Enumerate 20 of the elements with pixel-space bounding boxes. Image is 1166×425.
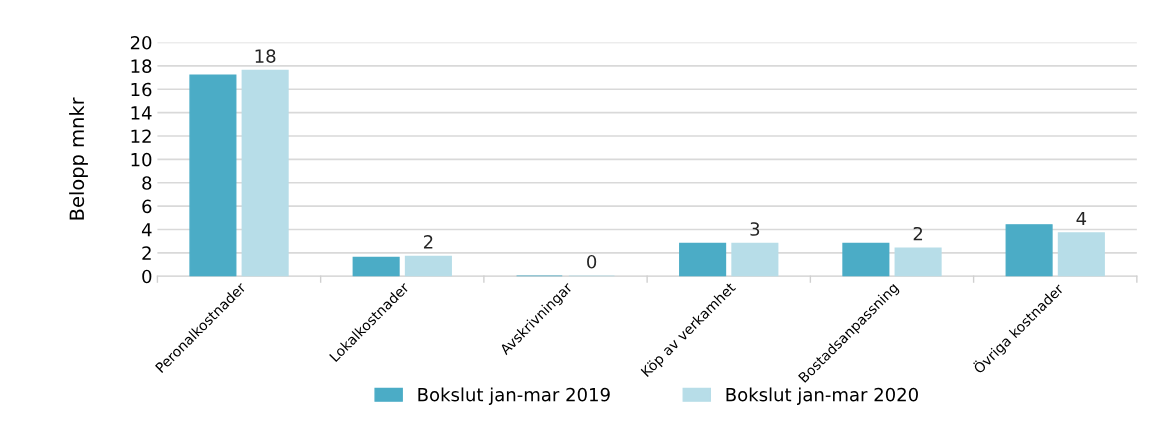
data-label: 4 [1076, 211, 1087, 226]
y-tick-label: 16 [131, 82, 152, 97]
data-label: 18 [255, 49, 276, 63]
y-tick-label: 0 [142, 269, 152, 284]
y-tick-label: 4 [141, 223, 152, 237]
y-axis-title: Belopp mnkr [69, 97, 88, 220]
data-label: 2 [913, 226, 923, 241]
y-tick-label: 14 [131, 106, 152, 120]
y-tick-label: 20 [130, 35, 152, 50]
data-label: 0 [587, 254, 597, 269]
y-tick-label: 6 [142, 199, 152, 214]
legend-label: Bokslut jan-mar 2020 [726, 387, 918, 405]
y-tick-label: 12 [131, 129, 151, 143]
y-tick-label: 10 [131, 152, 152, 167]
y-tick-label: 18 [131, 59, 152, 73]
data-label: 2 [423, 235, 433, 249]
legend-label: Bokslut jan-mar 2019 [418, 387, 610, 405]
data-label: 3 [750, 222, 760, 236]
y-tick-label: 8 [142, 176, 152, 190]
y-tick-label: 2 [142, 246, 151, 260]
